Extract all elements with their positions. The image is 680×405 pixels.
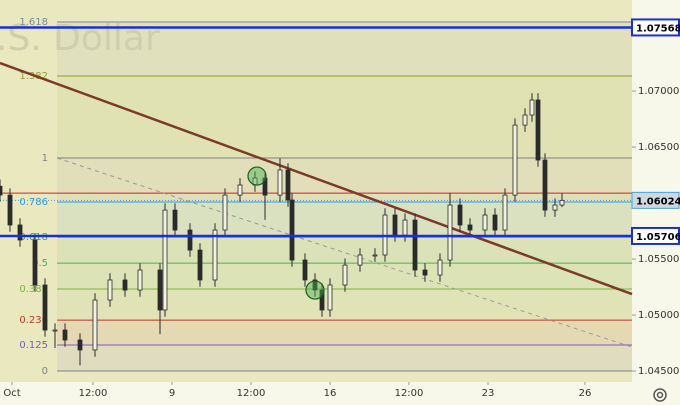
candle-body [172,209,178,231]
candle-body [277,169,283,196]
candle-body [357,254,363,266]
candle-body [107,279,113,301]
y-tick-label: 1.07000 [638,86,679,97]
price-tag [631,18,680,37]
fib-zone [57,289,632,321]
candle-body [392,214,398,236]
candle-body [502,194,508,231]
candle-body [77,339,83,351]
candle-body [457,204,463,226]
candle-body [327,284,333,311]
x-tick-label: 26 [579,388,592,399]
candle-body [512,124,518,196]
candle-body [32,239,38,286]
fib-label: 1 [42,153,48,164]
candle-body [137,269,143,291]
candle-body [289,199,295,261]
candle-body [212,229,218,281]
fib-label: 0.5 [32,258,48,269]
candle-body [312,279,318,291]
x-tick-label: 9 [169,388,175,399]
y-tick-label: 1.06500 [638,142,679,153]
candle-body [17,224,23,241]
x-tick-label: Oct [3,388,20,399]
candle-body [0,185,3,196]
candle-body [522,114,528,126]
fib-zone [57,76,632,159]
candle-body [447,204,453,261]
fib-zone [57,158,632,203]
candle-body [92,299,98,351]
x-tick-label: 16 [324,388,337,399]
candle-body [122,279,128,291]
candle-body [559,199,565,206]
candle-body [197,249,203,281]
candle-body [157,269,163,311]
fib-label: 0.786 [19,197,48,208]
candle-body [42,284,48,331]
candle-body [302,259,308,281]
candle-body [422,269,428,276]
settings-icon[interactable] [653,388,667,402]
candle-body [342,264,348,286]
fib-zone [57,320,632,346]
candle-body [319,289,325,311]
x-tick-label: 12:00 [395,388,424,399]
y-tick-label: 1.05500 [638,254,679,265]
candle-body [285,169,291,201]
candle-body [482,214,488,231]
candle-body [62,329,68,341]
candle-body [467,224,473,231]
x-tick-label: 12:00 [237,388,266,399]
trend-line [0,61,633,296]
x-tick-label: 12:00 [79,388,108,399]
price-tag [631,191,680,209]
candle-body [52,329,58,332]
price-tag [631,226,680,245]
candle-body [187,229,193,251]
fib-zone [57,22,632,77]
fib-label: 0.382 [19,284,48,295]
candle-body [237,184,243,196]
fib-label: 0.125 [19,340,48,351]
candle-body [412,219,418,271]
y-tick-label: 1.04500 [638,366,679,377]
plot-background [0,0,632,382]
price-tag-label: 1.05706 [636,232,680,243]
fib-label: 1.618 [19,17,48,28]
fib-label: 0 [42,366,48,377]
marker-circle [305,280,325,300]
candle-body [529,99,535,116]
watermark: .S. Dollar [0,18,160,59]
candle-body [552,204,558,211]
candle-body [262,177,268,196]
marker-circle [247,166,267,186]
x-tick-label: 23 [482,388,495,399]
candle-body [162,209,168,311]
candle-body [492,214,498,231]
candle-body [535,99,541,161]
candle-body [542,159,548,211]
fib-zone [57,345,632,372]
candle-body [222,194,228,231]
price-tag-label: 1.07568 [636,23,680,34]
fib-zone [57,202,632,238]
fib-label: 0.236 [19,315,48,326]
fib-label: 0.618 [19,232,48,243]
candle-body [437,259,443,276]
trend-line [56,157,633,348]
candle-body [402,219,408,236]
price-tag-label: 1.06024 [636,196,680,207]
candle-body [372,254,378,257]
time-axis [0,382,632,405]
candle-body [7,194,13,226]
y-tick-label: 1.05000 [638,310,679,321]
